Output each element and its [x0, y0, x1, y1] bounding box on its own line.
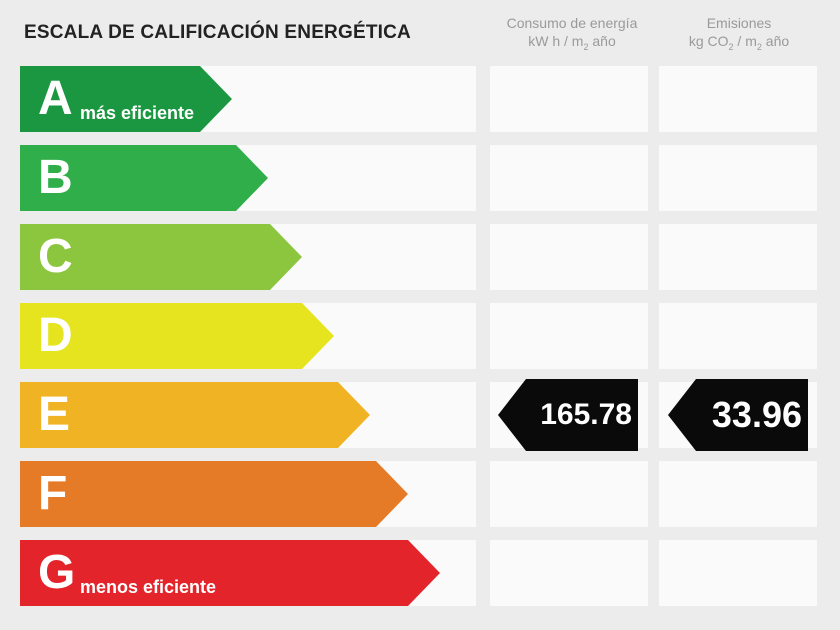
consumo-header-line2: kW h / m2 año	[528, 33, 616, 52]
consumo-cell-b	[490, 145, 648, 211]
page-title: ESCALA DE CALIFICACIÓN ENERGÉTICA	[24, 22, 411, 43]
rating-arrow-d	[20, 303, 334, 369]
consumo-cell-f	[490, 461, 648, 527]
rating-letter-a: A	[38, 72, 73, 125]
rating-arrow-g	[20, 540, 440, 606]
rating-arrow-b	[20, 145, 268, 211]
rating-sublabel-a: más eficiente	[80, 103, 195, 123]
rating-letter-e: E	[38, 388, 71, 441]
rating-letter-c: C	[38, 230, 73, 283]
rating-arrow-f	[20, 461, 408, 527]
emisiones-cell-c	[659, 224, 817, 290]
rating-letter-d: D	[38, 309, 73, 362]
consumo-cell-g	[490, 540, 648, 606]
emisiones-cell-b	[659, 145, 817, 211]
rating-letter-g: G	[38, 546, 76, 599]
emisiones-cell-d	[659, 303, 817, 369]
rating-sublabel-g: menos eficiente	[80, 577, 217, 597]
rating-arrow-c	[20, 224, 302, 290]
consumo-cell-c	[490, 224, 648, 290]
rating-arrow-a	[20, 66, 232, 132]
consumo-value: 165.78	[540, 398, 632, 431]
emisiones-cell-a	[659, 66, 817, 132]
consumo-cell-a	[490, 66, 648, 132]
emisiones-value: 33.96	[711, 394, 802, 435]
rating-letter-f: F	[38, 467, 68, 520]
rating-letter-b: B	[38, 151, 73, 204]
emisiones-cell-g	[659, 540, 817, 606]
consumo-column-header: Consumo de energía kW h / m2 año	[492, 14, 652, 56]
consumo-value-badge: 165.78	[498, 379, 638, 451]
consumo-header-line1: Consumo de energía	[506, 15, 638, 31]
emisiones-header-line2: kg CO2 / m2 año	[688, 33, 790, 52]
emisiones-column-header: Emisiones kg CO2 / m2 año	[659, 14, 819, 56]
emisiones-value-badge: 33.96	[668, 379, 808, 451]
emisiones-cell-f	[659, 461, 817, 527]
consumo-cell-d	[490, 303, 648, 369]
emisiones-header-line1: Emisiones	[706, 15, 772, 31]
rating-arrow-e	[20, 382, 370, 448]
